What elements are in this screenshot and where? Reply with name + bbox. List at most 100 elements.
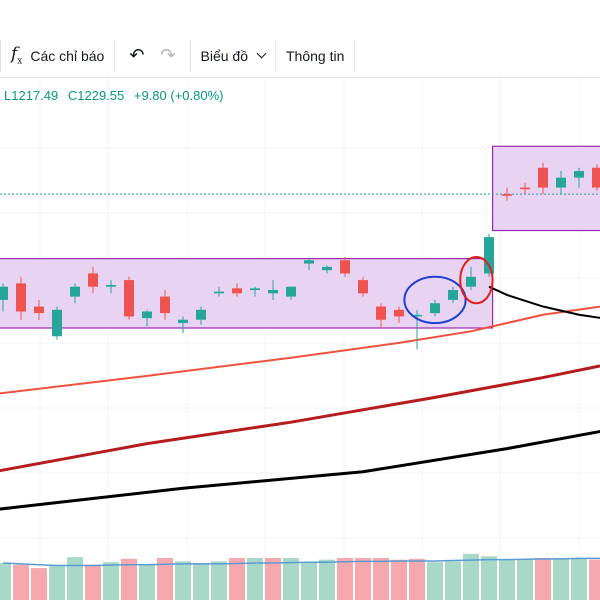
ohlc-legend: L1217.49 C1229.55 +9.80 (+0.80%) [4, 88, 230, 103]
legend-close: C1229.55 [67, 88, 125, 103]
candle-body [430, 303, 440, 314]
candle-body [178, 319, 188, 324]
moving-averages [0, 285, 600, 511]
range-boxes [0, 145, 600, 329]
range-box [0, 258, 494, 329]
toolbar-divider [0, 39, 1, 72]
volume-bar [535, 558, 551, 600]
info-label: Thông tin [285, 47, 345, 64]
candle-body [394, 309, 404, 317]
ma-long-line [0, 430, 600, 511]
volume-bar [319, 559, 335, 600]
candle-body [340, 260, 350, 274]
candle-body [88, 273, 98, 287]
volume-bar [139, 564, 155, 600]
candle-body [16, 283, 26, 312]
blue-circle-annotation [403, 275, 467, 325]
volume-bar [121, 558, 137, 600]
volume-bar [301, 562, 317, 600]
candle-body [376, 306, 386, 320]
volume-bar [553, 558, 569, 600]
chart-toolbar: fx Các chỉ báo ↶ ↷ Biểu đồ Thông tin [0, 34, 600, 78]
volume-ma-line [2, 557, 600, 567]
volume-bar [463, 553, 479, 600]
candle-body [196, 309, 206, 320]
candle-body [160, 296, 170, 314]
ma-mid-line [0, 305, 600, 395]
chart-menu-label: Biểu đồ [200, 47, 248, 64]
volume-bar [31, 568, 47, 600]
top-strip [0, 0, 600, 34]
candles [0, 162, 600, 350]
volume-bar [355, 558, 371, 600]
candle-body [556, 177, 566, 188]
candle-body [412, 314, 422, 317]
volume-bar [337, 558, 353, 600]
range-box [492, 145, 600, 232]
candle-body [304, 260, 314, 264]
legend-change: +9.80 (+0.80%) [133, 88, 224, 103]
candle-body [52, 309, 62, 337]
redo-icon: ↷ [160, 45, 176, 65]
toolbar-divider [274, 39, 276, 72]
volume-bar [103, 562, 119, 600]
candle-body [286, 286, 296, 297]
volume-bar [445, 561, 461, 600]
toolbar-divider [114, 39, 116, 72]
ma-fast-line [488, 285, 600, 319]
candle-body [268, 290, 278, 294]
volume-bar [0, 563, 11, 600]
undo-button[interactable]: ↶ [115, 34, 152, 78]
volume-bar [211, 561, 227, 600]
candle-body [538, 167, 548, 188]
volume-bar [265, 558, 281, 600]
chart-menu-button[interactable]: Biểu đồ [191, 34, 275, 78]
volume-bar [517, 559, 533, 600]
indicators-button[interactable]: fx Các chỉ báo [1, 34, 114, 78]
candle-body [466, 276, 476, 287]
candle-body [358, 280, 368, 294]
volume-bar [427, 562, 443, 600]
chevron-down-icon [256, 48, 267, 59]
candle-body [502, 194, 512, 196]
volume-bar [85, 564, 101, 600]
volume-bar [175, 561, 191, 600]
volume-bar [247, 558, 263, 600]
candle-body [574, 171, 584, 178]
volume-bar [481, 556, 497, 600]
legend-low: L1217.49 [4, 88, 59, 103]
candle-body [124, 280, 134, 317]
volume-bar [589, 559, 600, 600]
undo-icon: ↶ [129, 45, 145, 65]
volume-bar [499, 559, 515, 600]
candle-body [232, 288, 242, 294]
candle-body [322, 266, 332, 271]
candle-body [142, 311, 152, 319]
volume-bar [283, 558, 299, 600]
red-circle-annotation [459, 255, 494, 305]
volume-bar [409, 558, 425, 600]
volume-bar [229, 558, 245, 600]
volume-bar [571, 558, 587, 600]
ma-slow-line [0, 364, 600, 473]
candle-body [214, 291, 224, 294]
candle-body [34, 306, 44, 314]
toolbar-divider [354, 39, 356, 72]
indicators-label: Các chỉ báo [30, 47, 105, 64]
redo-button[interactable]: ↷ [152, 34, 189, 78]
candle-body [592, 167, 600, 188]
info-button[interactable]: Thông tin [276, 34, 354, 78]
function-icon: fx [11, 44, 23, 67]
annotations [403, 255, 494, 325]
volume-bar [13, 564, 29, 600]
candle-body [520, 187, 530, 190]
volume-bars [0, 553, 600, 600]
candle-body [448, 290, 458, 300]
volume-bar [49, 565, 65, 600]
volume-bar [157, 558, 173, 600]
candle-body [70, 286, 80, 297]
candlestick-chart[interactable] [0, 78, 600, 600]
candle-body [106, 285, 116, 287]
volume-bar [373, 558, 389, 600]
toolbar-divider [189, 39, 191, 72]
